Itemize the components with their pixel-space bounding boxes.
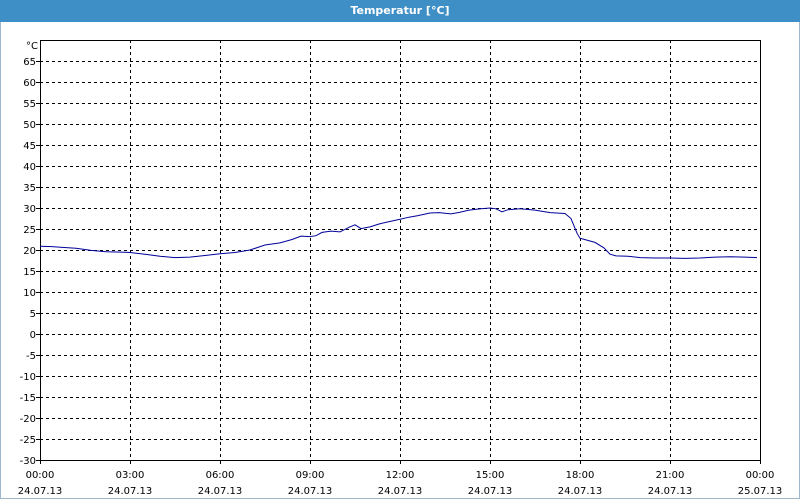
y-tick-label: 45 — [23, 141, 36, 152]
y-tick-label: 35 — [23, 183, 36, 194]
y-tick-label: 55 — [23, 99, 36, 110]
y-tick-label: 40 — [23, 162, 36, 173]
y-tick-label: -15 — [20, 393, 36, 404]
y-tick-label: -5 — [26, 351, 36, 362]
x-tick-time-label: 21:00 — [656, 470, 685, 481]
x-tick-date-label: 25.07.13 — [738, 486, 783, 497]
y-tick-label: 5 — [30, 309, 36, 320]
x-tick-date-label: 24.07.13 — [648, 486, 693, 497]
x-tick-date-label: 24.07.13 — [288, 486, 333, 497]
title-bar: Temperatur [°C] — [0, 0, 800, 22]
x-tick-time-label: 00:00 — [26, 470, 55, 481]
grid-lines — [40, 40, 760, 460]
x-tick-time-label: 00:00 — [746, 470, 775, 481]
y-tick-label: 60 — [23, 78, 36, 89]
y-tick-label: -10 — [20, 372, 36, 383]
x-tick-date-label: 24.07.13 — [198, 486, 243, 497]
temperature-series-line — [39, 207, 758, 259]
x-tick-date-label: 24.07.13 — [108, 486, 153, 497]
y-tick-label: 10 — [23, 288, 36, 299]
y-tick-label: 25 — [23, 225, 36, 236]
x-tick-time-label: 03:00 — [116, 470, 145, 481]
y-tick-label: -30 — [20, 456, 36, 467]
chart-title: Temperatur [°C] — [350, 4, 450, 17]
y-tick-label: -20 — [20, 414, 36, 425]
y-tick-label: 50 — [23, 120, 36, 131]
y-tick-label: 30 — [23, 204, 36, 215]
y-tick-label: 65 — [23, 57, 36, 68]
x-tick-time-label: 18:00 — [566, 470, 595, 481]
y-tick-label: 15 — [23, 267, 36, 278]
x-tick-time-label: 06:00 — [206, 470, 235, 481]
y-axis-unit-label: °C — [26, 41, 38, 52]
x-tick-time-label: 09:00 — [296, 470, 325, 481]
x-tick-date-label: 24.07.13 — [558, 486, 603, 497]
x-tick-date-label: 24.07.13 — [18, 486, 63, 497]
y-tick-label: -25 — [20, 435, 36, 446]
x-axis-ticks: 00:00 24.07.13 03:00 24.07.13 06:00 24.07.13 0… — [18, 460, 783, 497]
y-tick-label: 0 — [30, 330, 36, 341]
y-axis-ticks: 65605550454035302520151050-5-10-15-20-25… — [20, 57, 40, 467]
x-tick-time-label: 12:00 — [386, 470, 415, 481]
x-tick-date-label: 24.07.13 — [378, 486, 423, 497]
y-tick-label: 20 — [23, 246, 36, 257]
x-tick-time-label: 15:00 — [476, 470, 505, 481]
x-tick-date-label: 24.07.13 — [468, 486, 513, 497]
